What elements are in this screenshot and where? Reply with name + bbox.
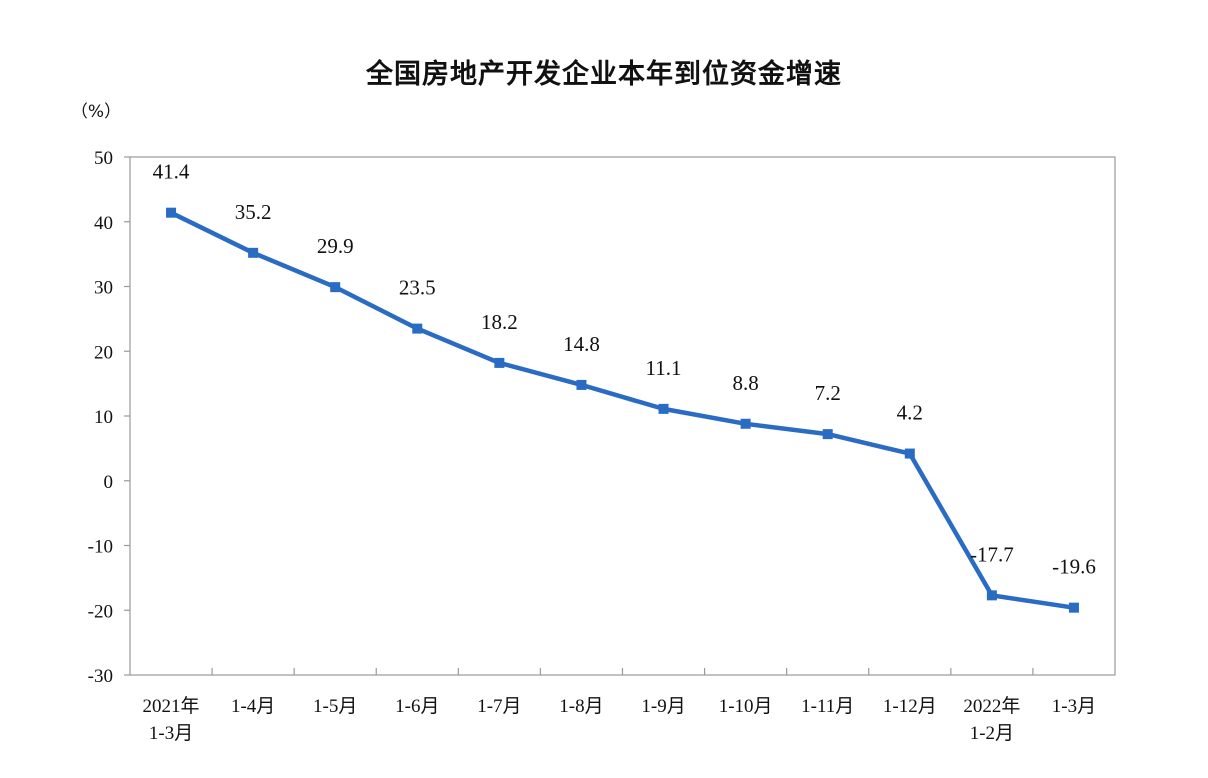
y-unit-label: （%）: [71, 102, 121, 122]
data-label: 23.5: [399, 276, 436, 300]
y-tick-label: -20: [88, 601, 113, 622]
data-point-marker: [822, 429, 833, 440]
x-tick-label: 1-7月: [477, 696, 521, 717]
data-point-marker: [248, 247, 259, 258]
x-tick-label: 1-5月: [313, 696, 357, 717]
data-label: 4.2: [897, 401, 923, 425]
plot-frame: [129, 156, 1116, 676]
x-tick-label: 1-3月: [1052, 696, 1096, 717]
series-line: [168, 210, 1077, 610]
x-tick-label: 2022年: [963, 695, 1020, 717]
data-point-marker: [494, 357, 505, 368]
data-point-marker: [986, 590, 997, 601]
y-tick-label: 50: [94, 148, 113, 169]
y-axis: 50 40 30 20 10 0 -10 -20 -30: [88, 148, 130, 687]
y-tick-label: 20: [94, 342, 113, 363]
data-labels-layer: 41.4 35.2 29.9 23.5 18.2 14.8 11.1 8.8 7.2 4.2 -17…: [153, 160, 1096, 579]
data-label: 8.8: [733, 371, 759, 395]
chart-title: 全国房地产开发企业本年到位资金增速: [366, 59, 842, 90]
x-tick-label: 1-11月: [801, 696, 854, 717]
data-label: 14.8: [563, 332, 600, 356]
x-tick-label: 1-3月: [149, 723, 193, 744]
data-point-marker: [166, 207, 177, 218]
x-tick-label: 1-6月: [395, 696, 439, 717]
data-point-marker: [330, 282, 341, 293]
data-point-marker: [740, 418, 751, 429]
data-point-marker: [1068, 602, 1079, 613]
x-tick-label: 1-12月: [883, 696, 937, 717]
x-tick-label: 2021年: [143, 695, 200, 717]
y-tick-label: 40: [94, 213, 113, 234]
data-point-marker: [412, 323, 423, 334]
data-label: 41.4: [153, 160, 190, 184]
x-tick-label: 1-8月: [559, 696, 603, 717]
x-tick-label: 1-10月: [719, 696, 773, 717]
data-label: 11.1: [646, 356, 682, 380]
markers-layer: [166, 207, 1079, 613]
data-label: 7.2: [815, 381, 841, 405]
x-axis: 2021年 1-3月 1-4月 1-5月 1-6月 1-7月 1-8月 1-9月 1-10月 1-…: [143, 668, 1096, 744]
y-tick-label: 10: [94, 407, 113, 428]
data-label: 35.2: [235, 200, 272, 224]
data-label: 29.9: [317, 234, 354, 258]
series-layer: [168, 210, 1077, 610]
x-tick-label: 1-9月: [641, 696, 685, 717]
data-point-marker: [576, 379, 587, 390]
data-point-marker: [904, 448, 915, 459]
y-tick-label: -10: [88, 537, 113, 558]
data-label: 18.2: [481, 310, 518, 334]
data-point-marker: [658, 403, 669, 414]
y-tick-label: 30: [94, 278, 113, 299]
y-tick-label: -30: [88, 666, 113, 687]
y-tick-label: 0: [104, 472, 114, 493]
data-label: -17.7: [970, 542, 1014, 566]
x-tick-label: 1-2月: [970, 723, 1014, 744]
x-tick-label: 1-4月: [231, 696, 275, 717]
data-label: -19.6: [1052, 555, 1096, 579]
